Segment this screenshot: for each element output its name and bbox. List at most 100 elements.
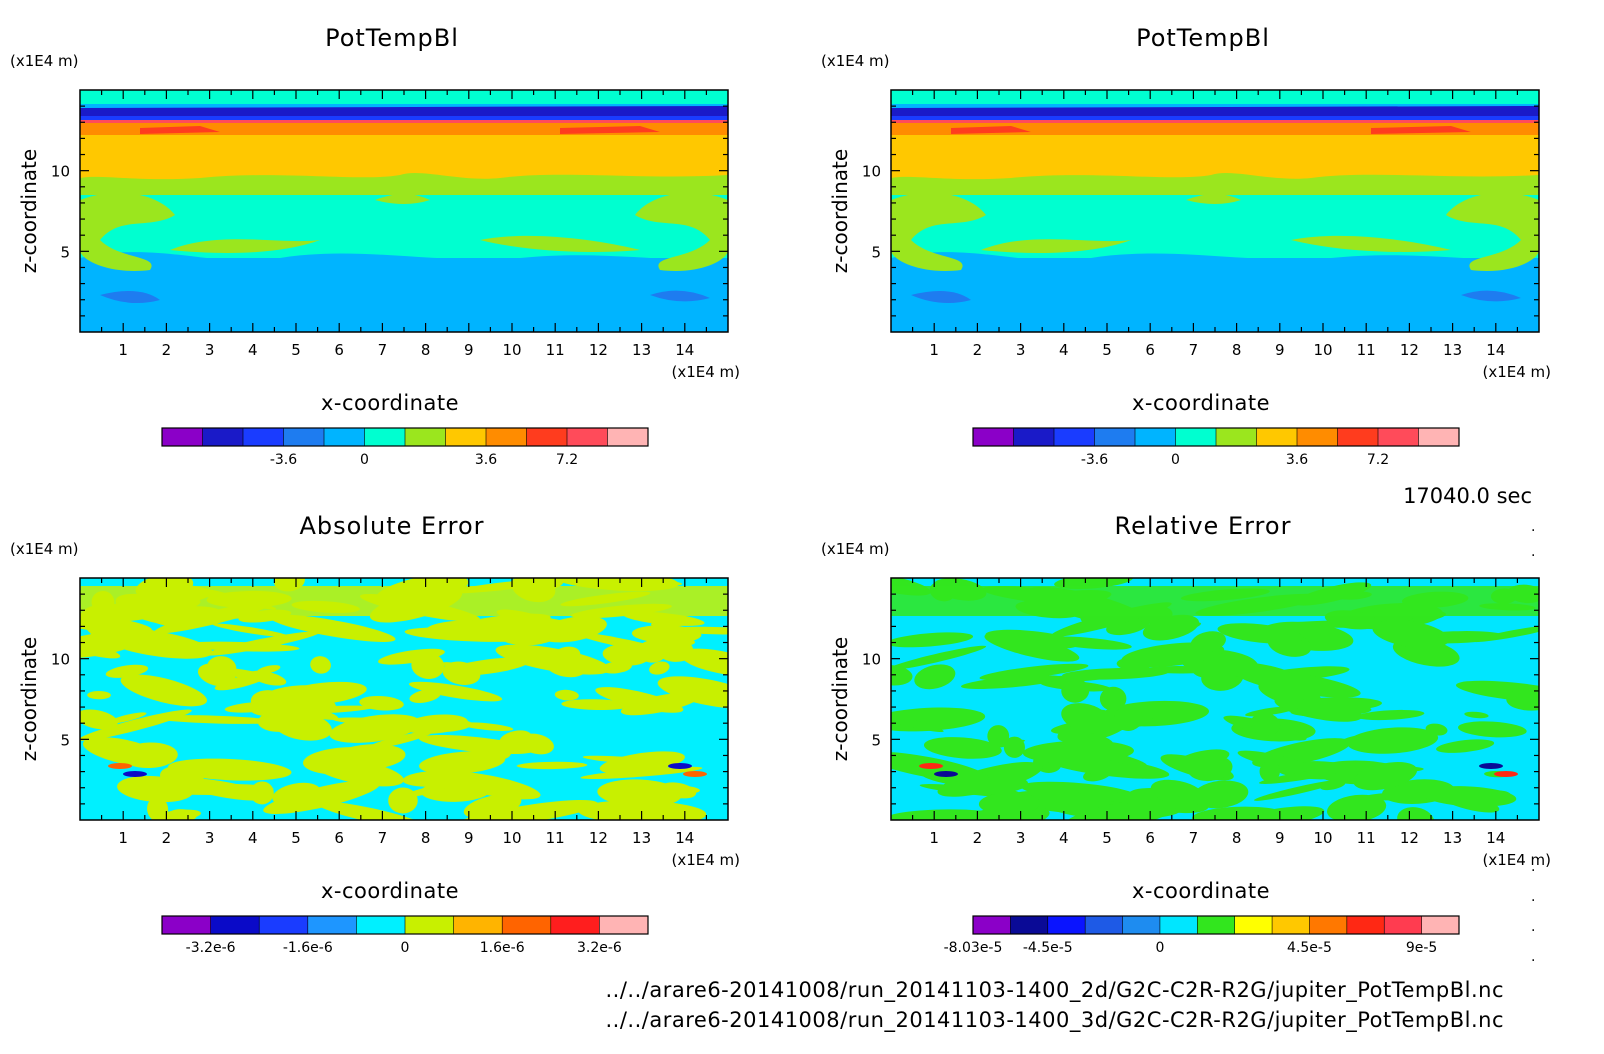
x-tick-label: 13 xyxy=(1443,341,1462,359)
error-patch xyxy=(310,656,331,674)
x-axis-label: x-coordinate xyxy=(1132,879,1270,903)
colorbar-tick-label: 3.2e-6 xyxy=(577,940,622,956)
x-tick-label: 4 xyxy=(248,341,258,359)
x-tick-label: 7 xyxy=(378,829,388,847)
x-tick-label: 6 xyxy=(1145,341,1155,359)
error-patch xyxy=(269,614,396,642)
x-tick-label: 8 xyxy=(1232,341,1242,359)
x-tick-label: 3 xyxy=(1016,341,1026,359)
error-band xyxy=(891,586,1539,616)
colorbar-swatch xyxy=(1421,916,1460,934)
x-tick-label: 2 xyxy=(162,341,172,359)
colorbar-swatch xyxy=(599,916,649,934)
warm-band xyxy=(480,235,640,252)
x-tick-label: 9 xyxy=(464,341,474,359)
error-patch xyxy=(87,691,111,700)
error-patch xyxy=(121,742,178,769)
extreme-patch xyxy=(123,771,147,777)
colorbar-tick-label: -3.2e-6 xyxy=(186,940,236,956)
error-patch xyxy=(1458,721,1527,738)
error-patch xyxy=(582,755,677,766)
error-patch xyxy=(1237,750,1313,772)
error-patch xyxy=(600,661,632,674)
colorbar-swatch xyxy=(1085,916,1124,934)
error-patch xyxy=(378,648,445,665)
extreme-patch xyxy=(1479,763,1503,769)
colorbar-swatch xyxy=(1054,428,1095,446)
error-patch xyxy=(1356,709,1425,721)
y-tick-label: 10 xyxy=(862,163,881,181)
x-tick-label: 10 xyxy=(502,341,521,359)
error-patch xyxy=(983,794,1010,819)
error-patch xyxy=(408,681,503,702)
error-patch xyxy=(671,638,695,647)
colorbar-tick-label: -8.03e-5 xyxy=(944,940,1003,956)
error-patch xyxy=(544,652,587,678)
colorbar-swatch xyxy=(162,428,203,446)
error-patch xyxy=(472,800,598,820)
colorbar-swatch xyxy=(486,428,527,446)
x-tick-label: 1 xyxy=(929,829,939,847)
colorbar-swatch xyxy=(567,428,608,446)
x-tick-label: 1 xyxy=(929,341,939,359)
colorbar-tick-label: -1.6e-6 xyxy=(283,940,333,956)
error-patch xyxy=(1061,703,1111,733)
error-patch xyxy=(1259,760,1280,782)
y-unit-label: (x1E4 m) xyxy=(821,540,890,558)
error-patch xyxy=(1340,733,1394,747)
colorbar-swatch xyxy=(283,428,325,446)
x-tick-label: 5 xyxy=(291,341,301,359)
colorbar-swatch xyxy=(405,428,446,446)
contour-field xyxy=(891,90,1539,332)
error-patch xyxy=(666,626,728,635)
cold-stripe xyxy=(80,116,728,121)
lower-layer xyxy=(80,258,728,332)
error-patch xyxy=(680,648,728,676)
x-tick-label: 10 xyxy=(502,829,521,847)
error-patch xyxy=(1372,620,1449,649)
error-patch xyxy=(1464,711,1489,719)
error-patch xyxy=(891,809,1011,820)
warm-lobe-right xyxy=(635,192,728,271)
error-patch xyxy=(1436,739,1495,753)
error-patch xyxy=(330,744,406,771)
error-patch xyxy=(214,672,270,691)
error-patch xyxy=(923,737,1002,759)
warm-patch xyxy=(375,194,430,204)
error-patch xyxy=(1506,686,1539,711)
y-axis-label: z-coordinate xyxy=(17,149,41,273)
hot-streak xyxy=(560,126,660,134)
hot-streak xyxy=(951,126,1031,134)
cold-stripe xyxy=(891,116,1539,121)
file-path-1: ../../arare6-20141008/run_20141103-1400_… xyxy=(605,978,1504,1002)
error-patch xyxy=(1187,754,1233,782)
x-tick-label: 13 xyxy=(632,829,651,847)
x-tick-label: 13 xyxy=(1443,829,1462,847)
error-patch xyxy=(979,663,1089,681)
colorbar-swatch xyxy=(1346,916,1385,934)
colorbar-tick-label: 3.6 xyxy=(1286,452,1308,468)
x-tick-label: 14 xyxy=(1486,341,1505,359)
error-patch xyxy=(891,707,986,732)
x-tick-label: 3 xyxy=(1016,829,1026,847)
colorbar-tick-label: 4.5e-5 xyxy=(1287,940,1332,956)
colorbar-swatch xyxy=(1135,428,1176,446)
colorbar-tick-label: 0 xyxy=(360,452,369,468)
colorbar-swatch xyxy=(259,916,309,934)
colorbar-tick-label: 0 xyxy=(1171,452,1180,468)
error-patch xyxy=(1326,794,1387,820)
warm-lobe-left xyxy=(80,192,175,271)
error-patch xyxy=(649,661,670,675)
error-patch xyxy=(987,725,1010,747)
cold-stripe xyxy=(891,106,1539,116)
error-patch xyxy=(120,674,208,707)
colorbar-tick-label: 1.6e-6 xyxy=(480,940,525,956)
colorbar-swatch xyxy=(526,428,568,446)
x-tick-label: 5 xyxy=(291,829,301,847)
x-tick-label: 7 xyxy=(378,341,388,359)
error-patch xyxy=(1042,674,1111,682)
error-patch xyxy=(1425,723,1448,736)
y-tick-label: 10 xyxy=(51,651,70,669)
x-unit-label: (x1E4 m) xyxy=(1482,851,1551,869)
